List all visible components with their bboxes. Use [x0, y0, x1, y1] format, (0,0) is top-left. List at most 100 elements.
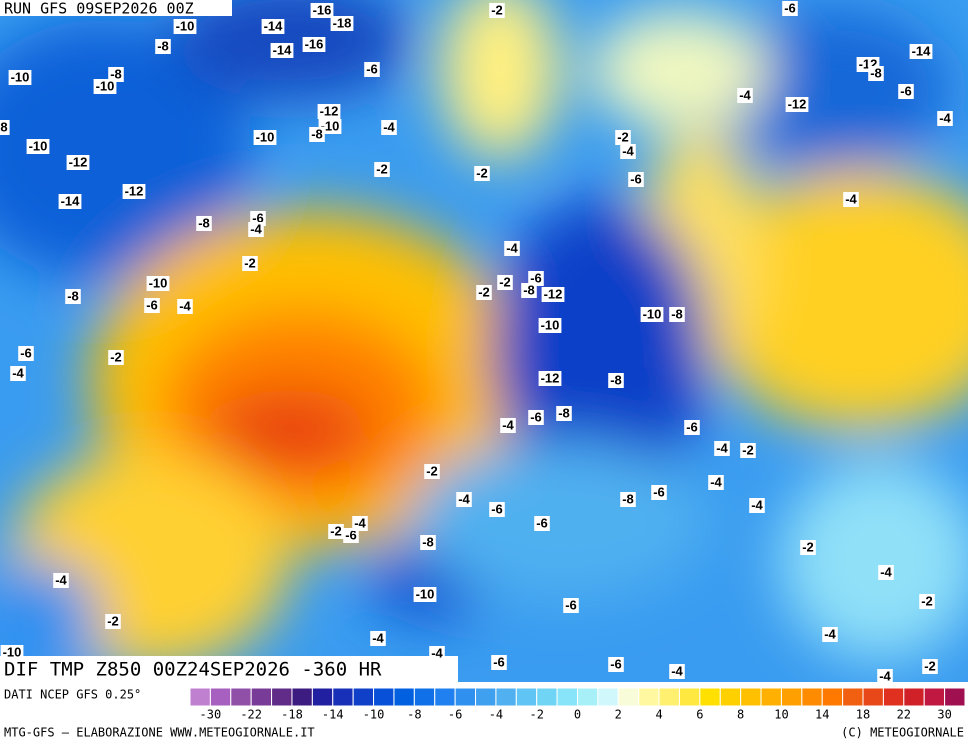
contour-label: -6: [18, 345, 34, 361]
contour-value: -4: [55, 572, 67, 587]
label-box: [919, 594, 935, 609]
contour-value: -2: [110, 349, 122, 364]
label-box: [26, 139, 50, 154]
contour-label: -8: [108, 66, 124, 82]
contour-label: -4: [429, 645, 445, 661]
contour-value: -10: [11, 69, 30, 84]
colorbar-swatch: [352, 687, 375, 707]
colorbar-swatch: [413, 687, 436, 707]
contour-label: -16: [302, 36, 326, 52]
contour-label: -2: [922, 658, 938, 674]
colorbar-swatch: [373, 687, 395, 707]
label-box: [937, 111, 953, 126]
contour-label: -2: [474, 165, 490, 181]
label-box: [413, 587, 437, 602]
colorbar-tick: 10: [774, 708, 788, 722]
contour-label: -4: [878, 564, 894, 580]
contour-label: -18: [330, 15, 354, 31]
contour-value: -10: [176, 18, 195, 33]
colorbar-tick: 18: [856, 708, 870, 722]
contour-value: -6: [653, 484, 665, 499]
label-box: [146, 276, 170, 291]
contour-label: -8: [608, 372, 624, 388]
label-box: [651, 485, 667, 500]
contour-value: -14: [912, 43, 932, 58]
contour-value: -2: [476, 165, 488, 180]
contour-value: -6: [530, 409, 542, 424]
label-box: [628, 172, 644, 187]
label-box: [10, 366, 26, 381]
colorbar-tick: -6: [448, 708, 462, 722]
label-box: [878, 565, 894, 580]
contour-label: 8: [0, 119, 10, 135]
contour-value: -2: [802, 539, 814, 554]
label-box: [749, 498, 765, 513]
contour-value: -4: [879, 668, 891, 683]
contour-label: -2: [328, 523, 344, 539]
label-box: [737, 88, 753, 103]
colorbar-tick: 22: [897, 708, 911, 722]
contour-label: -4: [456, 491, 472, 507]
colorbar-swatch: [821, 687, 844, 707]
colorbar-swatch: [842, 687, 864, 707]
contour-label: -2: [424, 463, 440, 479]
label-box: [310, 3, 334, 18]
colorbar-swatch: [597, 687, 619, 707]
contour-label: -12: [785, 96, 809, 112]
contour-label: -10: [640, 306, 664, 322]
label-box: [65, 289, 81, 304]
contour-label: -4: [504, 240, 520, 256]
label-box: [144, 298, 160, 313]
label-box: [476, 285, 492, 300]
contour-label: -12: [122, 183, 146, 199]
colorbar-tick: 2: [615, 708, 622, 722]
colorbar-swatch: [801, 687, 823, 707]
colorbar-swatch: [760, 687, 782, 707]
contour-label: -10: [413, 586, 437, 602]
contour-value: -14: [61, 193, 81, 208]
contour-value: -4: [622, 143, 634, 158]
label-box: [253, 130, 277, 145]
colorbar-tick: -14: [322, 708, 344, 722]
contour-label: -2: [242, 255, 258, 271]
contour-value: 8: [0, 119, 7, 134]
colorbar-swatch: [189, 687, 211, 707]
label-box: [620, 144, 636, 159]
contour-label: -4: [749, 497, 765, 513]
label-box: [489, 502, 505, 517]
contour-label: -10: [538, 317, 562, 333]
contour-labels: -10 -14-16-18-8 -14 -16-2 -6-10 -8-10-6 -12-8-…: [0, 0, 953, 684]
colorbar-swatch: [944, 687, 966, 707]
contour-label: -12: [317, 103, 341, 119]
label-box: [302, 37, 326, 52]
contour-label: -2: [476, 284, 492, 300]
contour-value: -8: [110, 66, 122, 81]
contour-value: -4: [12, 365, 24, 380]
label-box: [714, 441, 730, 456]
colorbar-tick: 14: [815, 708, 829, 722]
run-box: [0, 0, 232, 16]
colorbar-swatch: [311, 687, 334, 707]
label-box: [317, 104, 341, 119]
colorbar-tick: 8: [737, 708, 744, 722]
contour-label: -6: [534, 515, 550, 531]
contour-value: -2: [330, 523, 342, 538]
contour-value: -12: [69, 154, 88, 169]
label-box: [541, 287, 565, 302]
contour-value: -2: [742, 442, 754, 457]
label-box: [877, 669, 893, 684]
contour-value: -6: [630, 171, 642, 186]
colorbar-tick: -2: [529, 708, 543, 722]
contour-value: -8: [198, 215, 210, 230]
contour-label: -8: [521, 282, 537, 298]
contour-label: -10: [8, 69, 32, 85]
label-box: [640, 307, 664, 322]
contour-label: -12: [538, 370, 562, 386]
contour-value: -6: [686, 419, 698, 434]
label-box: [309, 127, 325, 142]
label-box: [922, 659, 938, 674]
contour-value: -2: [426, 463, 438, 478]
contour-value: -2: [499, 274, 511, 289]
contour-value: -4: [179, 298, 191, 313]
contour-label: -6: [364, 61, 380, 77]
